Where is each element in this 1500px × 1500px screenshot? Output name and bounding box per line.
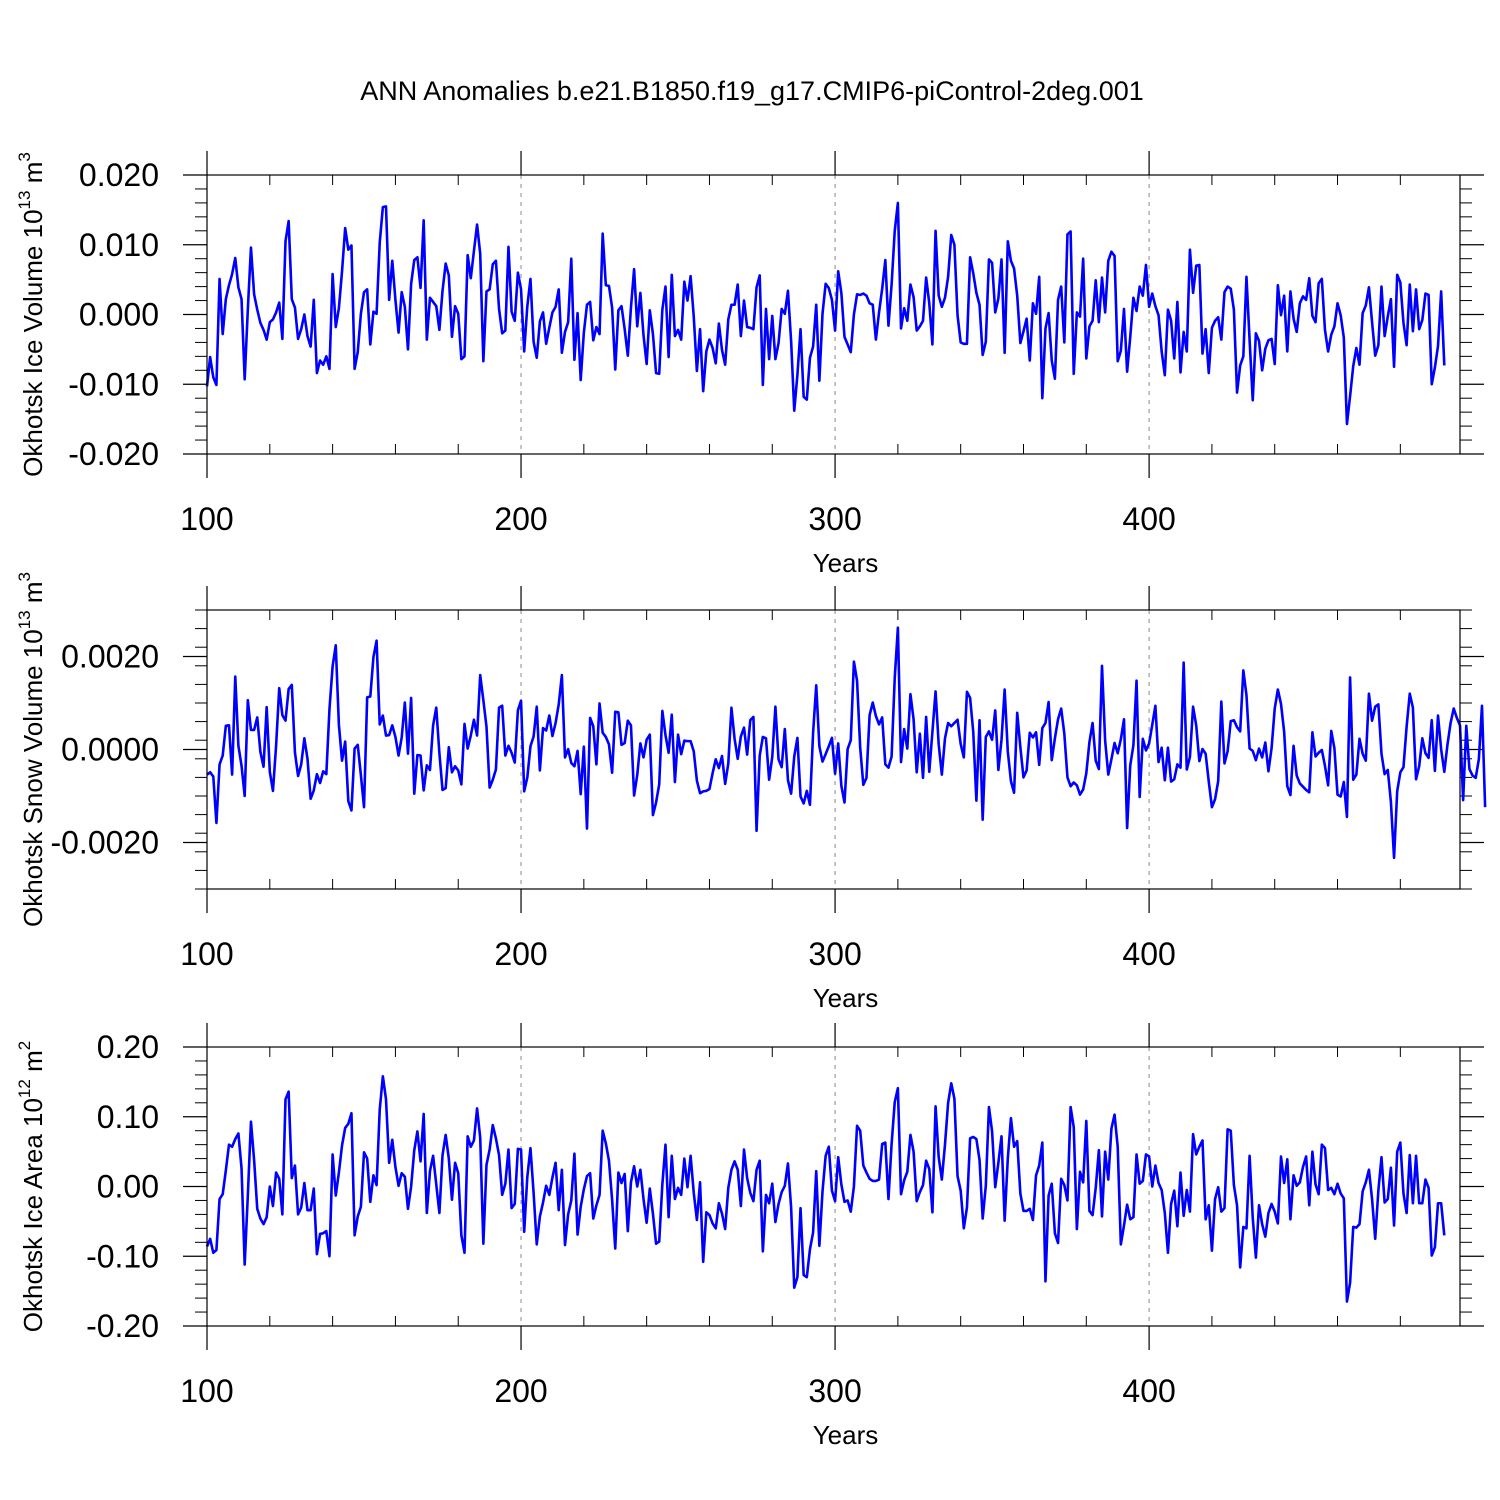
series-line	[206, 626, 1487, 860]
x-tick-label: 100	[180, 1373, 233, 1409]
y-tick-label: -0.010	[68, 366, 159, 402]
panel-3: 100 200 300 400 0.20 0.10 0.00 -0.10 -0.20 Years O…	[15, 1023, 1484, 1450]
y-axis-title: Okhotsk Ice Volume 1013 m3	[15, 152, 48, 477]
panel-2: 100 200 300 400 0.0020 0.0000 -0.0020 Years Okho…	[15, 572, 1487, 1013]
x-tick-label: 200	[494, 1373, 547, 1409]
x-tick-label: 400	[1122, 936, 1175, 972]
y-tick-label: 0.0020	[61, 639, 159, 675]
x-tick-label: 300	[808, 936, 861, 972]
series-line	[205, 201, 1446, 426]
y-axis-title: Okhotsk Ice Area 1012 m2	[15, 1041, 48, 1332]
x-axis-title: Years	[813, 1420, 879, 1450]
x-tick-label: 200	[494, 936, 547, 972]
y-tick-label: 0.00	[97, 1169, 159, 1205]
x-tick-label: 300	[808, 501, 861, 537]
plot-frame	[206, 1046, 1461, 1327]
x-tick-label: 200	[494, 501, 547, 537]
x-axis-title: Years	[813, 548, 879, 578]
y-tick-label: 0.000	[79, 297, 159, 333]
x-tick-label: 400	[1122, 1373, 1175, 1409]
panel-1: 100 200 300 400 0.020 0.010 0.000 -0.010 -0.020 Y…	[15, 151, 1484, 578]
chart-title: ANN Anomalies b.e21.B1850.f19_g17.CMIP6-…	[360, 76, 1144, 106]
x-tick-label: 400	[1122, 501, 1175, 537]
y-tick-label: 0.010	[79, 227, 159, 263]
y-tick-label: -0.0020	[50, 825, 159, 861]
series-line	[205, 1075, 1446, 1303]
y-tick-label: 0.10	[97, 1099, 159, 1135]
y-axis-title: Okhotsk Snow Volume 1013 m3	[15, 572, 48, 927]
x-tick-label: 300	[808, 1373, 861, 1409]
y-tick-label: -0.020	[68, 436, 159, 472]
x-tick-label: 100	[180, 501, 233, 537]
x-tick-label: 100	[180, 936, 233, 972]
y-tick-label: -0.10	[86, 1238, 159, 1274]
y-tick-label: 0.020	[79, 157, 159, 193]
plot-frame	[206, 174, 1461, 455]
panels-group: 100 200 300 400 0.020 0.010 0.000 -0.010 -0.020 Y…	[15, 151, 1487, 1450]
plot-frame	[206, 609, 1461, 890]
y-tick-label: 0.20	[97, 1029, 159, 1065]
y-tick-label: 0.0000	[61, 732, 159, 768]
y-tick-label: -0.20	[86, 1308, 159, 1344]
x-axis-title: Years	[813, 983, 879, 1013]
